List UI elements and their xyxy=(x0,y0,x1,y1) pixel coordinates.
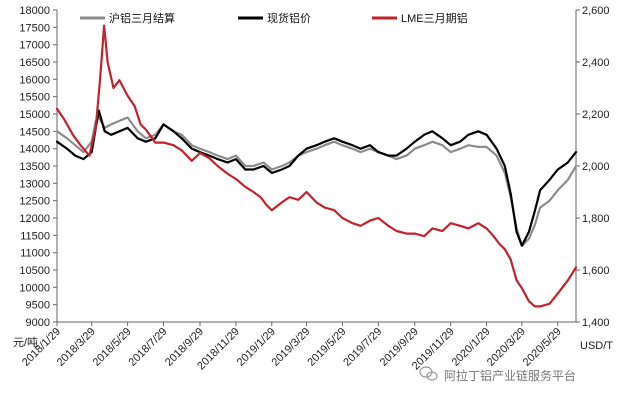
left-tick-label: 13500 xyxy=(19,161,50,173)
left-tick-label: 9500 xyxy=(26,300,50,312)
right-unit-label: USD/T xyxy=(580,340,613,352)
left-tick-label: 10000 xyxy=(19,282,50,294)
right-tick-label: 2,400 xyxy=(582,57,610,69)
left-unit-label: 元/吨 xyxy=(13,336,38,349)
right-tick-label: 1,800 xyxy=(582,213,610,225)
series-line-1 xyxy=(55,116,578,247)
left-tick-label: 11500 xyxy=(20,230,50,242)
legend-label: 现货铝价 xyxy=(267,11,311,25)
left-tick-label: 17000 xyxy=(19,40,50,52)
left-tick-label: 9000 xyxy=(26,317,50,329)
left-tick-label: 18000 xyxy=(19,5,50,17)
right-tick-label: 2,600 xyxy=(582,5,610,17)
legend-label: LME三月期铝 xyxy=(401,11,468,25)
legend-label: 沪铝三月结算 xyxy=(109,11,175,25)
right-tick-label: 1,600 xyxy=(582,265,610,277)
left-tick-label: 10500 xyxy=(19,265,50,277)
wechat-icon xyxy=(419,366,438,381)
series-line-2 xyxy=(55,109,578,247)
left-tick-label: 13000 xyxy=(19,178,50,190)
series-line-3 xyxy=(55,24,578,308)
right-tick-label: 1,400 xyxy=(582,317,610,329)
left-tick-label: 12000 xyxy=(19,213,50,225)
left-tick-label: 11000 xyxy=(20,248,50,260)
watermark-text: 阿拉丁铝产业链服务平台 xyxy=(444,368,576,383)
left-tick-label: 14500 xyxy=(19,126,50,138)
left-tick-label: 15000 xyxy=(19,109,50,121)
legend: 沪铝三月结算 现货铝价 LME三月期铝 xyxy=(80,11,468,25)
left-tick-label: 14000 xyxy=(19,144,50,156)
left-tick-label: 16500 xyxy=(19,57,50,69)
left-tick-label: 15500 xyxy=(19,92,50,104)
watermark: 阿拉丁铝产业链服务平台 xyxy=(419,366,576,383)
left-tick-label: 16000 xyxy=(19,74,50,86)
right-tick-label: 2,000 xyxy=(582,161,610,173)
left-tick-label: 12500 xyxy=(19,196,50,208)
left-tick-label: 17500 xyxy=(19,22,50,34)
right-tick-label: 2,200 xyxy=(582,109,610,121)
series-layer xyxy=(55,24,578,308)
